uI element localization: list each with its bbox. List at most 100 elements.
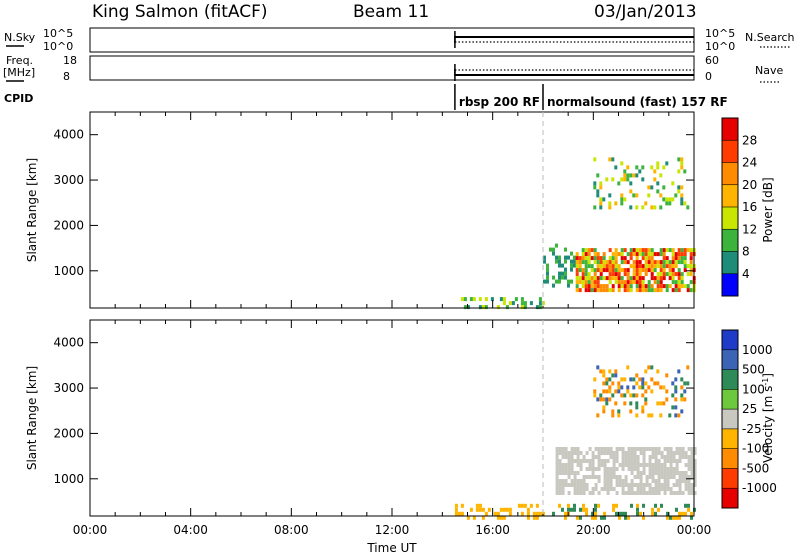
data-cell	[668, 201, 672, 206]
data-cell	[611, 264, 615, 269]
data-cell	[686, 288, 690, 293]
data-cell	[660, 475, 664, 479]
data-cell	[671, 181, 675, 186]
data-cell	[683, 256, 687, 261]
data-cell	[653, 288, 657, 293]
data-cell	[564, 451, 568, 455]
colorbar-swatch	[722, 409, 738, 429]
data-cell	[487, 507, 491, 512]
data-cell	[627, 487, 631, 491]
data-cell	[599, 369, 603, 374]
data-cell	[605, 284, 609, 289]
data-cell	[663, 463, 667, 467]
data-cell	[630, 447, 634, 451]
data-cell	[561, 491, 565, 495]
data-cell	[684, 475, 688, 479]
data-cell	[635, 405, 639, 410]
data-cell	[684, 451, 688, 455]
data-cell	[593, 268, 597, 273]
data-cell	[635, 248, 639, 253]
data-cell	[635, 280, 639, 285]
data-cell	[680, 393, 684, 398]
data-cell	[687, 463, 691, 467]
data-cell	[623, 280, 627, 285]
data-cell	[693, 475, 697, 479]
data-cell	[593, 377, 597, 382]
data-cell	[675, 447, 679, 451]
data-cell	[653, 252, 657, 257]
data-cell	[587, 264, 591, 269]
data-cell	[690, 455, 694, 459]
data-cell	[620, 193, 624, 198]
data-cell	[663, 471, 667, 475]
data-cell	[552, 283, 555, 288]
data-cell	[677, 169, 681, 174]
data-cell	[621, 451, 625, 455]
data-cell	[582, 479, 586, 483]
data-cell	[591, 463, 595, 467]
data-cell	[683, 248, 687, 253]
data-cell	[484, 297, 488, 302]
data-cell	[666, 471, 670, 475]
data-cell	[623, 401, 627, 406]
data-cell	[599, 205, 603, 210]
data-cell	[668, 284, 672, 289]
data-cell	[457, 511, 461, 516]
data-cell	[654, 491, 658, 495]
data-cell	[660, 483, 664, 487]
noise-tick-bottom: 10^0	[43, 40, 73, 53]
data-cell	[635, 288, 639, 293]
data-cell	[666, 479, 670, 483]
data-cell	[584, 288, 588, 293]
data-cell	[609, 447, 613, 451]
data-cell	[555, 451, 559, 455]
data-cell	[593, 280, 597, 285]
data-cell	[647, 288, 651, 293]
data-cell	[674, 272, 678, 277]
y-tick-label: 2000	[53, 218, 84, 232]
data-cell	[612, 451, 616, 455]
data-cell	[677, 185, 681, 190]
data-cell	[535, 503, 539, 508]
data-cell	[671, 272, 675, 277]
data-cell	[526, 515, 530, 520]
data-cell	[693, 463, 697, 467]
x-tick-label: 04:00	[173, 523, 208, 537]
data-cell	[635, 393, 639, 398]
data-cell	[624, 463, 628, 467]
data-cell	[558, 275, 561, 280]
data-cell	[656, 369, 660, 374]
data-cell	[630, 487, 634, 491]
data-cell	[636, 503, 639, 508]
data-cell	[591, 511, 594, 516]
data-cell	[629, 264, 633, 269]
data-cell	[666, 515, 669, 520]
data-cell	[627, 451, 631, 455]
data-cell	[621, 455, 625, 459]
data-cell	[635, 401, 639, 406]
data-cell	[555, 471, 559, 475]
data-cell	[591, 471, 595, 475]
data-cell	[608, 369, 612, 374]
data-cell	[561, 483, 565, 487]
data-cell	[693, 451, 697, 455]
data-cell	[632, 260, 636, 265]
data-cell	[621, 491, 625, 495]
data-cell	[546, 279, 549, 284]
data-cell	[648, 487, 652, 491]
data-cell	[638, 280, 642, 285]
data-cell	[662, 248, 666, 253]
data-cell	[594, 467, 598, 471]
data-cell	[632, 377, 636, 382]
data-cell	[687, 459, 691, 463]
data-cell	[523, 503, 527, 508]
data-cell	[683, 169, 687, 174]
data-cell	[608, 264, 612, 269]
data-cell	[627, 459, 631, 463]
data-cell	[606, 467, 610, 471]
data-cell	[693, 447, 697, 451]
data-cell	[677, 413, 681, 418]
data-cell	[630, 503, 633, 508]
data-cell	[590, 280, 594, 285]
data-cell	[617, 389, 621, 394]
